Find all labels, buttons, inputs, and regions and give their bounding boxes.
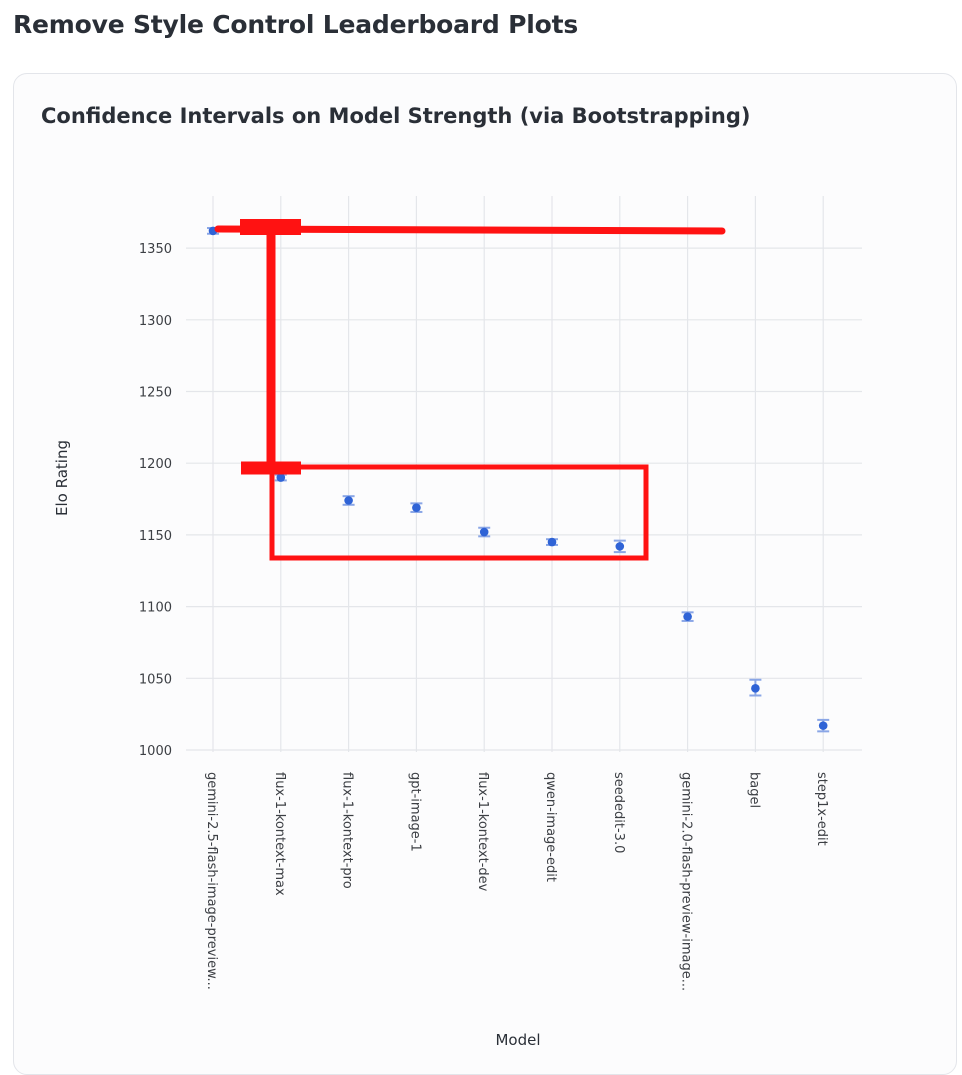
chart-card: Confidence Intervals on Model Strength (… <box>13 73 957 1075</box>
x-tick-label: seededit-3.0 <box>611 772 626 853</box>
data-point[interactable] <box>547 537 557 547</box>
x-tick-label: bagel <box>746 772 761 808</box>
y-tick-label: 1000 <box>139 744 172 759</box>
annotation-box <box>269 464 649 561</box>
y-tick-labels: 1000 1050 1100 1150 1200 1250 1300 1350 <box>139 242 172 759</box>
data-point[interactable] <box>818 721 828 730</box>
y-tick-label: 1350 <box>139 242 172 257</box>
data-point[interactable] <box>276 473 286 482</box>
data-point[interactable] <box>344 496 353 505</box>
y-axis-title: Elo Rating <box>53 440 71 516</box>
error-bars <box>207 227 830 733</box>
page-title: Remove Style Control Leaderboard Plots <box>13 10 579 39</box>
data-point[interactable] <box>412 503 421 512</box>
horizontal-gridlines <box>186 247 862 751</box>
y-tick-label: 1200 <box>139 457 172 472</box>
y-tick-label: 1250 <box>139 386 172 401</box>
chart-title: Confidence Intervals on Model Strength (… <box>41 104 751 128</box>
x-tick-label: flux-1-kontext-dev <box>475 772 490 892</box>
x-tick-labels: gemini-2.5-flash-image-preview... flux-1-… <box>204 772 829 991</box>
data-point[interactable] <box>683 612 692 621</box>
x-axis-title: Model <box>495 1031 540 1049</box>
data-point[interactable] <box>615 542 625 551</box>
x-tick-label: gemini-2.0-flash-preview-image... <box>679 772 694 991</box>
y-tick-label: 1100 <box>139 601 172 616</box>
y-tick-label: 1150 <box>139 529 172 544</box>
vertical-gridlines <box>212 196 824 752</box>
x-tick-label: flux-1-kontext-pro <box>340 772 355 889</box>
data-points <box>208 226 828 730</box>
x-tick-label: qwen-image-edit <box>543 772 558 882</box>
data-point[interactable] <box>479 527 489 537</box>
x-tick-label: gpt-image-1 <box>407 772 422 852</box>
annotation-top-line <box>214 225 726 235</box>
x-tick-label: gemini-2.5-flash-image-preview... <box>204 772 219 990</box>
data-point[interactable] <box>751 684 760 693</box>
y-tick-label: 1300 <box>139 314 172 329</box>
x-tick-label: step1x-edit <box>814 772 829 846</box>
x-tick-label: flux-1-kontext-max <box>272 772 287 896</box>
y-tick-label: 1050 <box>139 672 172 687</box>
red-annotations <box>214 219 726 561</box>
